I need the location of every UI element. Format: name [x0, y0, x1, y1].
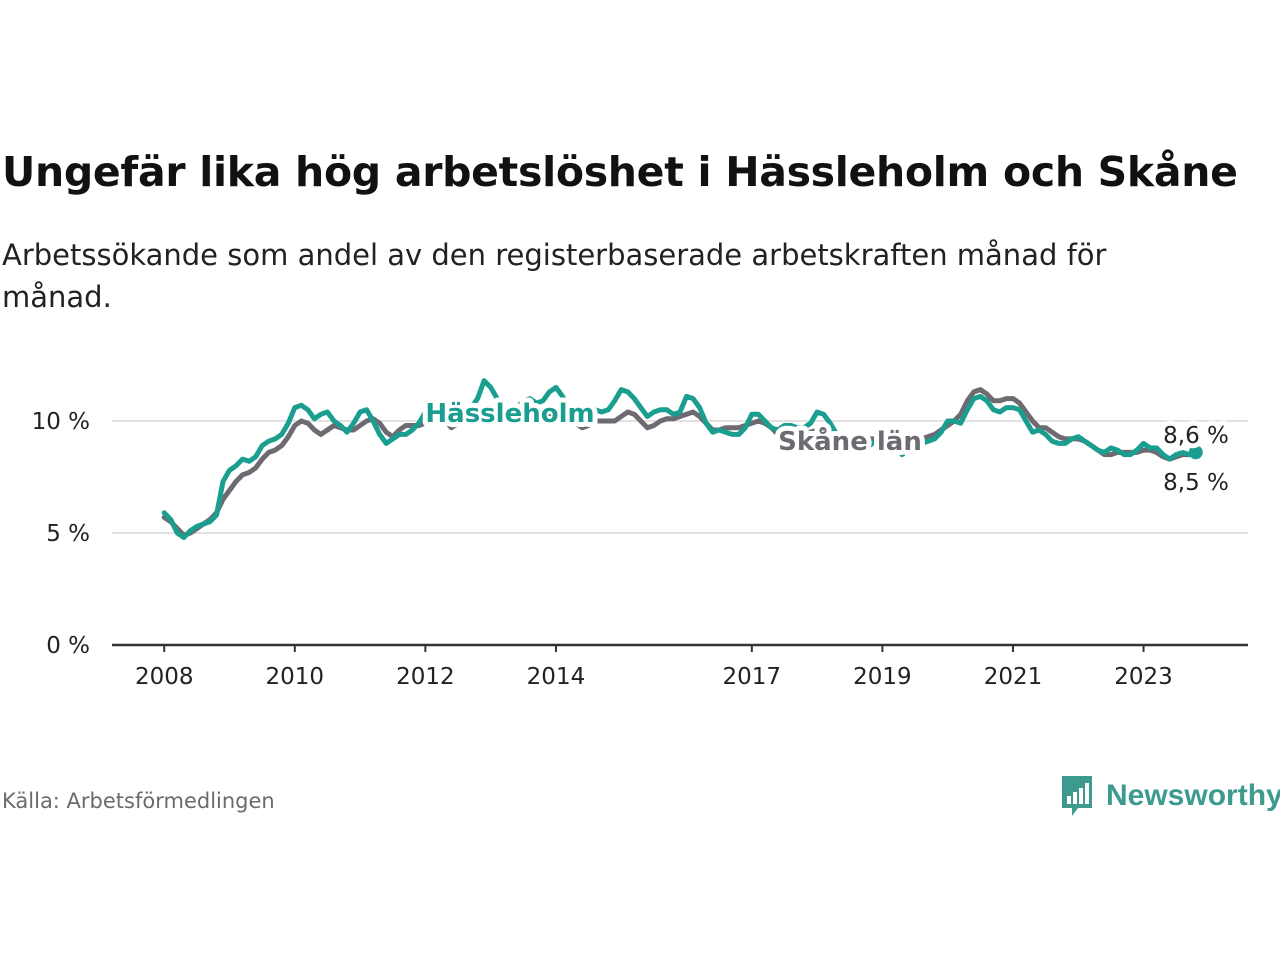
series-line-h-ssleholm — [161, 378, 1199, 540]
x-tick-label: 2014 — [527, 664, 586, 690]
end-label-skane: 8,5 % — [1163, 470, 1229, 496]
end-point-marker — [1188, 445, 1203, 460]
x-tick-label: 2023 — [1114, 664, 1173, 690]
brand-logo[interactable]: Newsworthy — [1060, 774, 1280, 818]
chart-subtitle: Arbetssökande som andel av den registerb… — [2, 238, 1107, 314]
y-tick-label: 10 % — [32, 409, 90, 435]
series-label-skane: Skåne län — [778, 425, 922, 457]
y-tick-label: 5 % — [46, 521, 90, 547]
x-tick-label: 2010 — [266, 664, 325, 690]
x-tick-label: 2019 — [853, 664, 912, 690]
series-line-sk-ne-l-n — [161, 387, 1199, 538]
series-label-hassleholm: Hässleholm — [425, 399, 594, 429]
y-tick-label: 0 % — [46, 633, 90, 659]
x-tick-label: 2008 — [135, 664, 194, 690]
gridlines: 0 % 5 % 10 % — [32, 409, 1248, 659]
x-axis: 2008 2010 2012 2014 2017 2019 2021 2023 — [112, 643, 1248, 690]
x-tick-label: 2012 — [396, 664, 455, 690]
end-label-hassleholm: 8,6 % — [1163, 423, 1229, 449]
chart-title: Ungefär lika hög arbetslöshet i Hässleho… — [2, 148, 1238, 196]
x-tick-label: 2021 — [984, 664, 1043, 690]
x-tick-label: 2017 — [723, 664, 782, 690]
series-lines — [161, 378, 1203, 540]
series-labels: Hässleholm Skåne län 8,6 % 8,5 % — [420, 394, 1233, 501]
brand-name: Newsworthy — [1106, 779, 1280, 812]
source-note: Källa: Arbetsförmedlingen — [2, 789, 275, 813]
newsworthy-icon — [1062, 776, 1092, 816]
